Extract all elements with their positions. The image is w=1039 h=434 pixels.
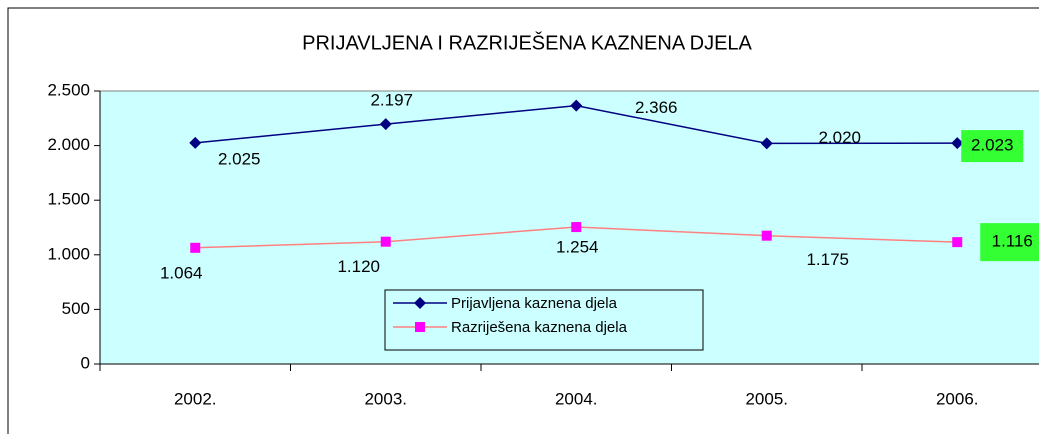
data-label: 2.023 bbox=[971, 136, 1014, 155]
chart-title: PRIJAVLJENA I RAZRIJEŠENA KAZNENA DJELA bbox=[302, 31, 752, 54]
y-tick-label: 500 bbox=[62, 299, 90, 318]
y-tick-label: 1.500 bbox=[47, 190, 90, 209]
data-label: 2.197 bbox=[370, 91, 413, 110]
marker bbox=[760, 137, 773, 150]
data-label: 2.366 bbox=[635, 98, 678, 117]
data-label: 1.175 bbox=[806, 250, 849, 269]
data-label: 2.020 bbox=[818, 128, 861, 147]
legend-box bbox=[384, 289, 704, 351]
x-tick-label: 2002. bbox=[174, 389, 217, 408]
x-tick-label: 2003. bbox=[364, 389, 407, 408]
data-label: 1.120 bbox=[337, 257, 380, 276]
x-tick-label: 2004. bbox=[555, 389, 598, 408]
y-tick-label: 0 bbox=[81, 353, 90, 372]
marker bbox=[571, 222, 582, 233]
marker bbox=[379, 118, 392, 131]
x-tick-label: 2006. bbox=[936, 389, 979, 408]
legend-label: Prijavljena kaznena djela bbox=[451, 295, 618, 312]
marker bbox=[189, 136, 202, 149]
marker bbox=[952, 237, 963, 248]
marker bbox=[951, 137, 964, 150]
legend-label: Razriješena kaznena djela bbox=[451, 319, 628, 336]
legend: Prijavljena kaznena djela Razriješena kaz… bbox=[384, 289, 704, 351]
data-label: 1.064 bbox=[160, 263, 203, 282]
marker bbox=[190, 242, 201, 253]
data-label: 2.025 bbox=[218, 149, 261, 168]
marker bbox=[570, 99, 583, 112]
y-tick-label: 1.000 bbox=[47, 244, 90, 263]
x-tick-label: 2005. bbox=[745, 389, 788, 408]
marker bbox=[761, 230, 772, 241]
label-highlight bbox=[961, 130, 1024, 163]
legend-marker bbox=[415, 322, 425, 332]
legend-marker bbox=[414, 297, 426, 309]
y-tick-label: 2.000 bbox=[47, 135, 90, 154]
label-highlight bbox=[980, 223, 1039, 262]
data-label: 1.116 bbox=[992, 232, 1033, 251]
marker bbox=[380, 236, 391, 247]
data-label: 1.254 bbox=[556, 238, 599, 257]
y-tick-label: 2.500 bbox=[47, 80, 90, 99]
